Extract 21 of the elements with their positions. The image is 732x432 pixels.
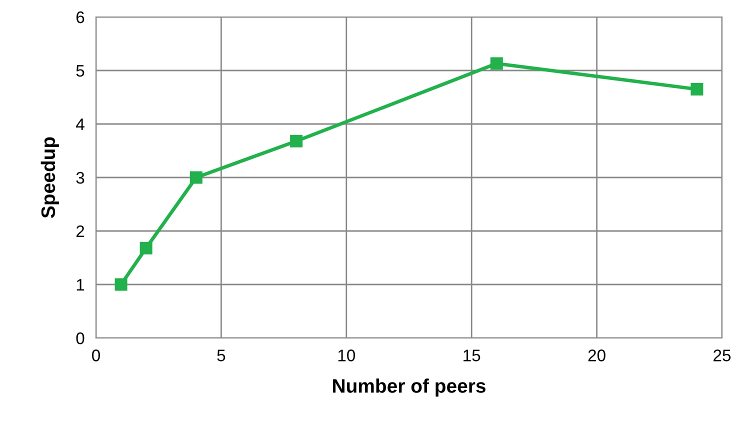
- x-tick-label: 25: [714, 350, 731, 362]
- y-tick-label: 0: [76, 332, 84, 344]
- y-tick-label: 5: [76, 65, 84, 77]
- point: [114, 278, 128, 291]
- point: [690, 82, 704, 96]
- y-tick-label: 2: [76, 225, 84, 238]
- x-tick-label: 20: [588, 350, 606, 362]
- point: [190, 171, 202, 184]
- y-tick-label: 1: [76, 279, 84, 291]
- x-tick-label: 0: [92, 350, 100, 362]
- x-tick-label: 5: [217, 350, 226, 362]
- y-tick-label: 6: [76, 11, 84, 24]
- point: [490, 57, 503, 70]
- point: [290, 134, 303, 148]
- x-tick-label: 15: [464, 350, 480, 362]
- x-axis-title: Number of peers: [333, 378, 486, 397]
- x-tick-label: 10: [338, 350, 356, 362]
- y-axis-title: Speedup: [40, 137, 59, 218]
- point: [140, 242, 152, 254]
- y-tick-label: 3: [76, 172, 84, 184]
- y-tick-label: 4: [76, 118, 84, 130]
